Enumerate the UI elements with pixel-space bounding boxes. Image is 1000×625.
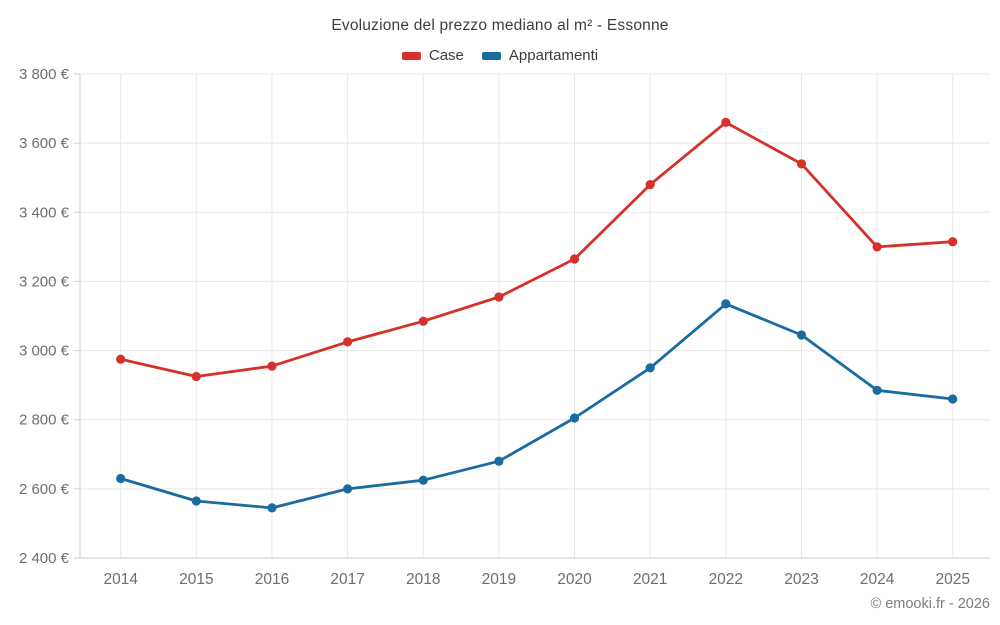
data-point — [569, 413, 580, 423]
data-point — [872, 242, 882, 252]
series-case — [116, 117, 958, 382]
x-tick-label: 2024 — [860, 571, 895, 588]
data-point — [645, 363, 655, 373]
series-line — [119, 302, 955, 510]
x-tick-label: 2023 — [784, 571, 818, 588]
data-point — [872, 385, 882, 395]
legend-item-appartamenti[interactable]: Appartamenti — [481, 47, 599, 64]
appartamenti-series-swatch-icon — [481, 51, 501, 60]
y-tick-label: 3 200 € — [19, 273, 70, 290]
series-line — [119, 121, 955, 378]
x-tick-label: 2017 — [330, 571, 364, 588]
case-series-swatch-icon — [401, 51, 421, 60]
data-point — [267, 503, 277, 513]
legend-label-appartamenti: Appartamenti — [508, 47, 599, 64]
x-tick-label: 2016 — [255, 571, 289, 588]
chart-legend: Case Appartamenti — [0, 47, 1000, 64]
data-point — [948, 237, 958, 247]
data-point — [116, 473, 126, 484]
y-tick-label: 2 600 € — [19, 481, 70, 498]
series-group — [116, 117, 958, 513]
data-point — [948, 394, 958, 404]
x-tick-label: 2022 — [709, 571, 743, 588]
series-appartamenti — [116, 299, 958, 513]
data-point — [494, 292, 504, 302]
copyright-text: © emooki.fr - 2026 — [870, 596, 990, 612]
grid-lines — [80, 73, 990, 558]
y-tick-label: 2 800 € — [19, 412, 70, 429]
x-tick-label: 2020 — [557, 571, 592, 588]
x-tick-label: 2019 — [482, 571, 516, 588]
data-point — [721, 117, 731, 127]
data-point — [418, 475, 428, 485]
y-tick-label: 3 400 € — [19, 204, 70, 221]
y-tick-label: 3 800 € — [19, 66, 70, 83]
data-point — [267, 361, 277, 371]
x-tick-label: 2015 — [179, 571, 213, 588]
data-point — [645, 180, 655, 190]
data-point — [418, 316, 428, 326]
axis-labels: 2 400 € 2 600 € 2 800 € 3 000 € 3 200 € 3 400… — [19, 66, 970, 588]
data-point — [569, 254, 580, 264]
x-tick-label: 2018 — [406, 571, 440, 588]
chart-title: Evoluzione del prezzo mediano al m² - Es… — [331, 17, 669, 34]
data-point — [343, 337, 353, 347]
data-point — [796, 330, 807, 340]
data-point — [721, 299, 731, 309]
y-tick-label: 3 600 € — [19, 135, 70, 152]
y-tick-label: 2 400 € — [19, 550, 70, 567]
legend-item-case[interactable]: Case — [401, 47, 464, 64]
x-tick-label: 2014 — [103, 571, 138, 588]
x-tick-label: 2025 — [935, 571, 969, 588]
data-point — [191, 496, 201, 506]
data-point — [796, 159, 807, 169]
legend-label-case: Case — [428, 47, 464, 64]
axes — [74, 73, 990, 559]
data-point — [116, 354, 126, 364]
y-tick-label: 3 000 € — [19, 343, 70, 360]
data-point — [191, 371, 201, 382]
data-point — [343, 484, 353, 494]
data-point — [494, 456, 504, 466]
x-tick-label: 2021 — [633, 571, 667, 588]
